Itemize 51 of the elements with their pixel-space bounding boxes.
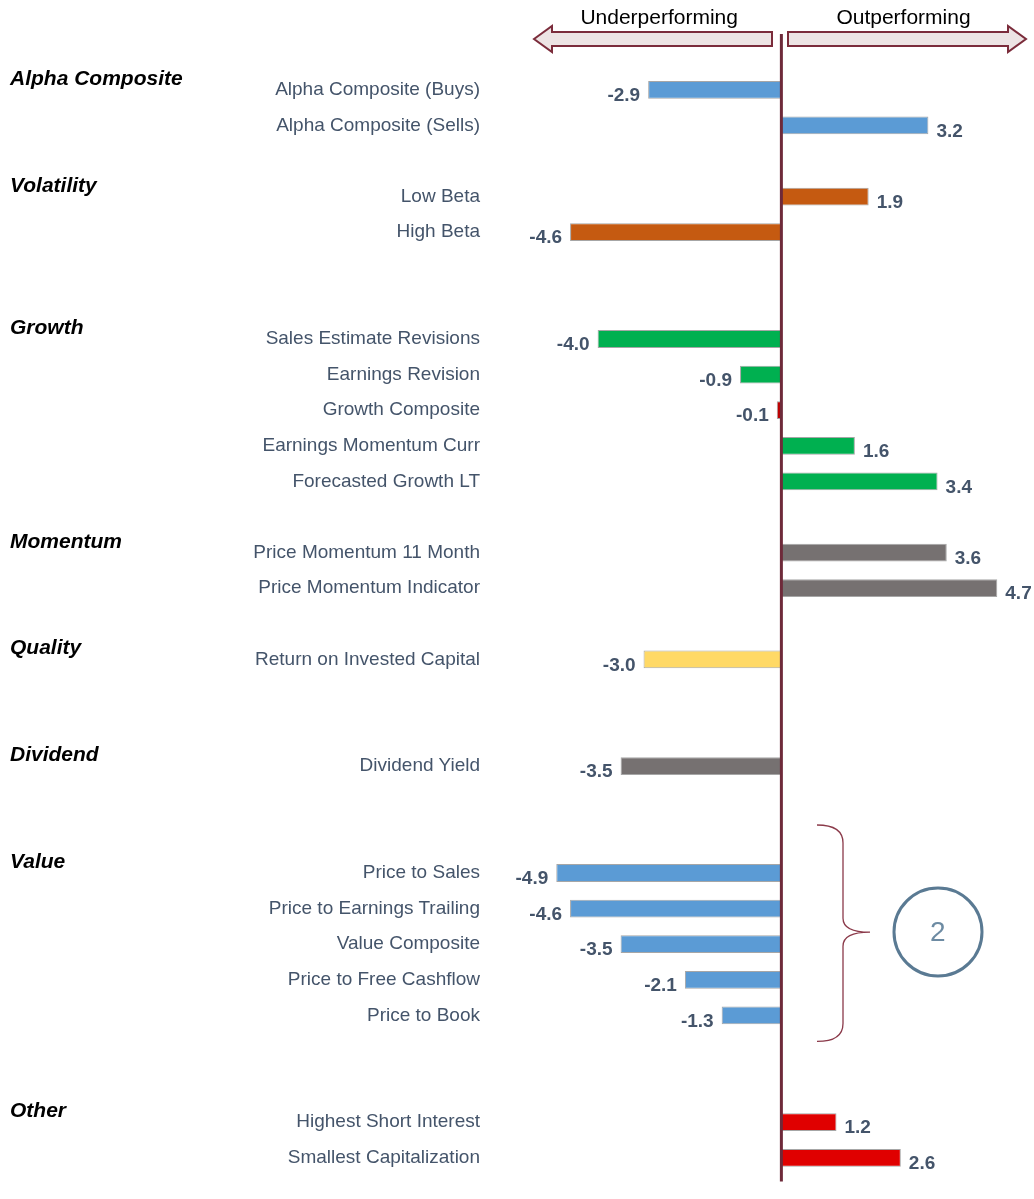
y-tick-label: Price to Earnings Trailing <box>268 896 480 918</box>
data-label: -3.0 <box>602 653 636 675</box>
y-tick-label: Highest Short Interest <box>296 1110 481 1132</box>
text: Alpha Composite <box>10 65 183 90</box>
y-tick-label: Earnings Momentum Curr <box>262 434 481 456</box>
text: Quality <box>10 635 82 660</box>
y-tick-label: Smallest Capitalization <box>287 1146 480 1168</box>
data-label: 1.2 <box>844 1116 871 1138</box>
y-tick-label: High Beta <box>396 220 481 242</box>
y-tick-label: Sales Estimate Revisions <box>265 327 480 349</box>
y-tick-label: Dividend Yield <box>359 754 480 776</box>
text: Outperforming <box>836 5 971 29</box>
text: Dividend <box>10 742 99 767</box>
y-tick-label: Price to Free Cashflow <box>287 968 481 990</box>
y-tick-label: Earnings Revision <box>326 362 480 384</box>
text: Value <box>10 849 66 873</box>
y-tick-label: Price Momentum Indicator <box>258 576 481 598</box>
data-label: -4.0 <box>556 333 590 355</box>
annotation: 2 <box>930 916 946 949</box>
data-label: -0.9 <box>699 368 733 390</box>
data-label: 3.6 <box>954 546 982 568</box>
y-tick-label: Value Composite <box>336 932 480 954</box>
data-label: 3.2 <box>936 119 963 141</box>
data-label: -2.1 <box>644 974 678 996</box>
data-label: -4.9 <box>515 867 549 889</box>
y-tick-label: Alpha Composite (Sells) <box>276 113 480 135</box>
data-label: 4.7 <box>1005 582 1032 604</box>
y-tick-label: Growth Composite <box>322 398 480 420</box>
data-label: -3.5 <box>579 938 614 960</box>
y-tick-label: Price to Sales <box>362 861 480 883</box>
data-label: -4.6 <box>529 902 563 924</box>
text: Underperforming <box>580 5 738 29</box>
data-label: 3.4 <box>945 475 973 497</box>
text: Volatility <box>10 172 97 197</box>
data-label: -3.5 <box>579 760 614 782</box>
y-tick-label: Alpha Composite (Buys) <box>275 78 480 100</box>
data-label: -4.6 <box>529 226 563 248</box>
data-label: -0.1 <box>736 404 770 426</box>
text: Growth <box>10 315 84 339</box>
y-tick-label: Return on Invested Capital <box>255 647 480 669</box>
y-tick-label: Price Momentum 11 Month <box>253 540 480 562</box>
data-label: -1.3 <box>680 1009 714 1031</box>
y-tick-label: Forecasted Growth LT <box>292 469 481 491</box>
y-tick-label: Low Beta <box>400 184 481 206</box>
data-label: 1.9 <box>876 190 904 212</box>
text: Other <box>10 1098 67 1123</box>
text: Momentum <box>10 528 122 553</box>
data-label: -2.9 <box>607 84 641 106</box>
data-label: 1.6 <box>862 440 890 462</box>
y-tick-label: Price to Book <box>367 1003 481 1025</box>
data-label: 2.6 <box>908 1152 936 1174</box>
